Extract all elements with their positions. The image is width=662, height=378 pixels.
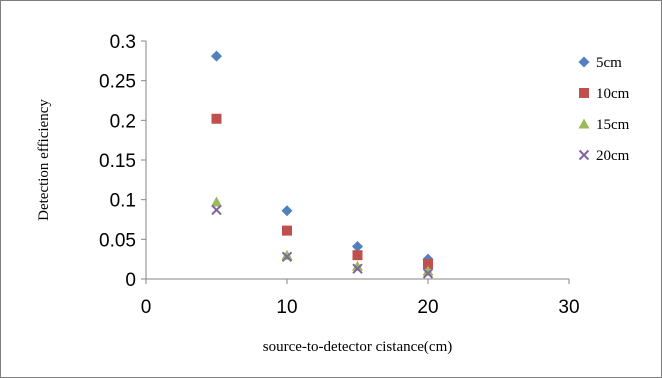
legend-label-4: 20cm (596, 148, 630, 164)
x-tick-label: 0 (141, 297, 152, 318)
y-tick-label: 0.25 (99, 72, 136, 93)
data-point-series-3 (211, 196, 222, 207)
data-point-series-3 (281, 249, 293, 260)
data-point-series-4 (352, 263, 363, 274)
y-tick-label: 0.05 (99, 230, 136, 251)
legend-marker-2 (579, 88, 589, 98)
x-marker-stroke (281, 251, 293, 262)
x-marker-stroke (352, 263, 363, 274)
data-point-series-4 (281, 251, 293, 262)
data-point-series-2 (282, 225, 292, 236)
ticks: 0 0.05 0.1 0.15 0.2 0.25 0.3 0 10 20 30 (99, 32, 580, 318)
y-tick-label: 0.15 (99, 151, 136, 172)
data-point-series-2 (211, 113, 222, 124)
x-tick-label: 30 (558, 297, 579, 318)
x-marker-stroke (211, 204, 222, 216)
y-tick-label: 0 (125, 270, 136, 291)
x-marker-stroke (422, 268, 434, 279)
data-point-series-4 (422, 268, 434, 279)
data-point-series-1 (211, 50, 222, 62)
data-point-series-2 (423, 258, 433, 269)
legend-marker-4 (578, 149, 590, 161)
legend-label-2: 10cm (596, 86, 630, 102)
data-point-series-2 (352, 250, 363, 261)
x-axis-title: source-to-detector cistance(cm) (263, 339, 452, 355)
data-point-series-3 (352, 260, 363, 271)
data-point-series-1 (281, 205, 293, 217)
data-point-series-3 (422, 265, 434, 276)
legend-label-1: 5cm (596, 55, 622, 71)
x-tick-label: 10 (276, 297, 297, 318)
y-tick-label: 0.1 (110, 191, 136, 212)
x-tick-label: 20 (417, 297, 438, 318)
y-axis-title: Detection efficiency (36, 99, 52, 221)
data-point-series-1 (352, 240, 363, 252)
y-tick-label: 0.3 (110, 32, 136, 53)
x-marker-stroke (578, 149, 590, 161)
legend-marker-1 (578, 56, 590, 68)
legend-label-3: 15cm (596, 117, 630, 133)
legend: 5cm 10cm 15cm 20cm (578, 55, 630, 164)
y-tick-label: 0.2 (110, 111, 136, 132)
legend-marker-3 (578, 118, 590, 129)
data-points (211, 50, 434, 279)
data-point-series-4 (211, 204, 222, 216)
